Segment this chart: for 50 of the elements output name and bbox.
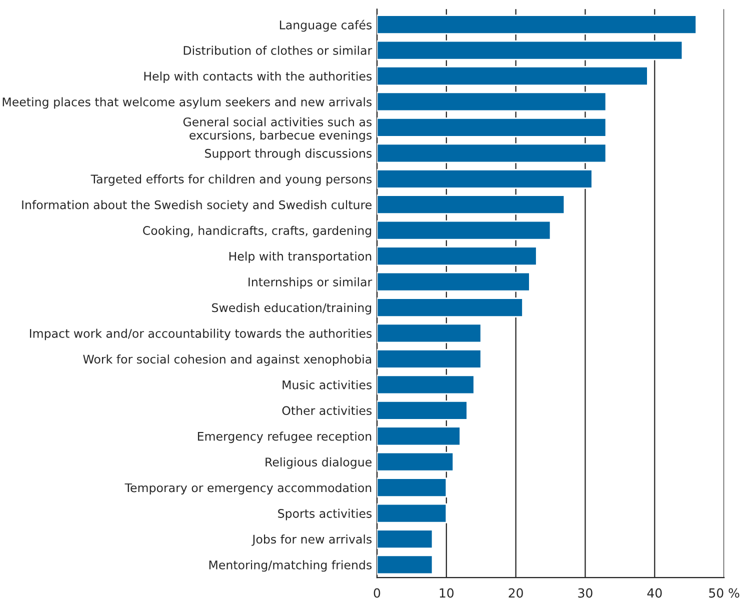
- x-tick-label: 40: [647, 588, 662, 598]
- y-tick-label: Religious dialogue: [266, 457, 372, 469]
- bar: [376, 168, 593, 189]
- y-tick-label: Impact work and/or accountability towards the authorities: [30, 328, 372, 340]
- y-tick-label: Cooking, handicrafts, crafts, gardening: [143, 226, 372, 238]
- y-tick-label: Emergency refugee reception: [198, 432, 372, 444]
- y-tick-label: Distribution of clothes or similar: [184, 46, 372, 55]
- y-tick-label: Information about the Swedish society and Swedish culture: [22, 200, 372, 212]
- y-tick-label: Sports activities: [278, 508, 372, 520]
- x-tick-label: 0: [374, 588, 380, 598]
- bar: [376, 298, 524, 318]
- y-tick-label: Help with transportation: [229, 252, 372, 263]
- y-tick-label: Mentoring/matching friends: [209, 560, 372, 572]
- x-tick-label: 50 %: [709, 588, 740, 598]
- bar: [376, 40, 684, 60]
- bar: [376, 143, 607, 164]
- bar: [376, 220, 552, 240]
- y-tick-label: Help with contacts with the authorities: [144, 72, 372, 83]
- bar: [376, 272, 530, 292]
- bar: [376, 323, 482, 344]
- bar: [376, 452, 454, 472]
- x-tick-label: 20: [508, 588, 523, 598]
- bar: [376, 14, 697, 35]
- bar: [376, 66, 648, 86]
- bar: [376, 117, 607, 138]
- y-tick-label: Language cafés: [280, 20, 372, 32]
- bar: [376, 554, 434, 575]
- y-tick-label: Internships or similar: [248, 277, 372, 289]
- bar: [376, 503, 448, 524]
- y-tick-label: Targeted efforts for children and young persons: [90, 174, 372, 186]
- y-tick-label: Swedish education/training: [212, 303, 372, 314]
- bar: [376, 246, 538, 266]
- y-tick-label: Meeting places that welcome asylum seekers and new arrivals: [2, 97, 372, 109]
- bar: [376, 529, 434, 549]
- x-tick-label: 10: [440, 588, 454, 598]
- bar: [376, 400, 468, 420]
- bar: [376, 478, 448, 498]
- x-tick-label: 30: [578, 588, 592, 598]
- bar: [376, 194, 566, 215]
- bar: [376, 349, 482, 369]
- y-tick-label: Work for social cohesion and against xenophobia: [83, 354, 372, 366]
- y-tick-label: Support through discussions: [205, 148, 372, 160]
- bar: [376, 374, 475, 395]
- bar: [376, 426, 461, 446]
- y-tick-label: Other activities: [282, 406, 372, 416]
- y-tick-label: Jobs for new arrivals: [252, 534, 372, 546]
- y-tick-label: Temporary or emergency accommodation: [124, 483, 372, 495]
- y-tick-label: General social activities such as excursions, barbecue evenings: [183, 117, 372, 142]
- y-tick-label: Music activities: [282, 380, 372, 390]
- bar: [376, 92, 607, 112]
